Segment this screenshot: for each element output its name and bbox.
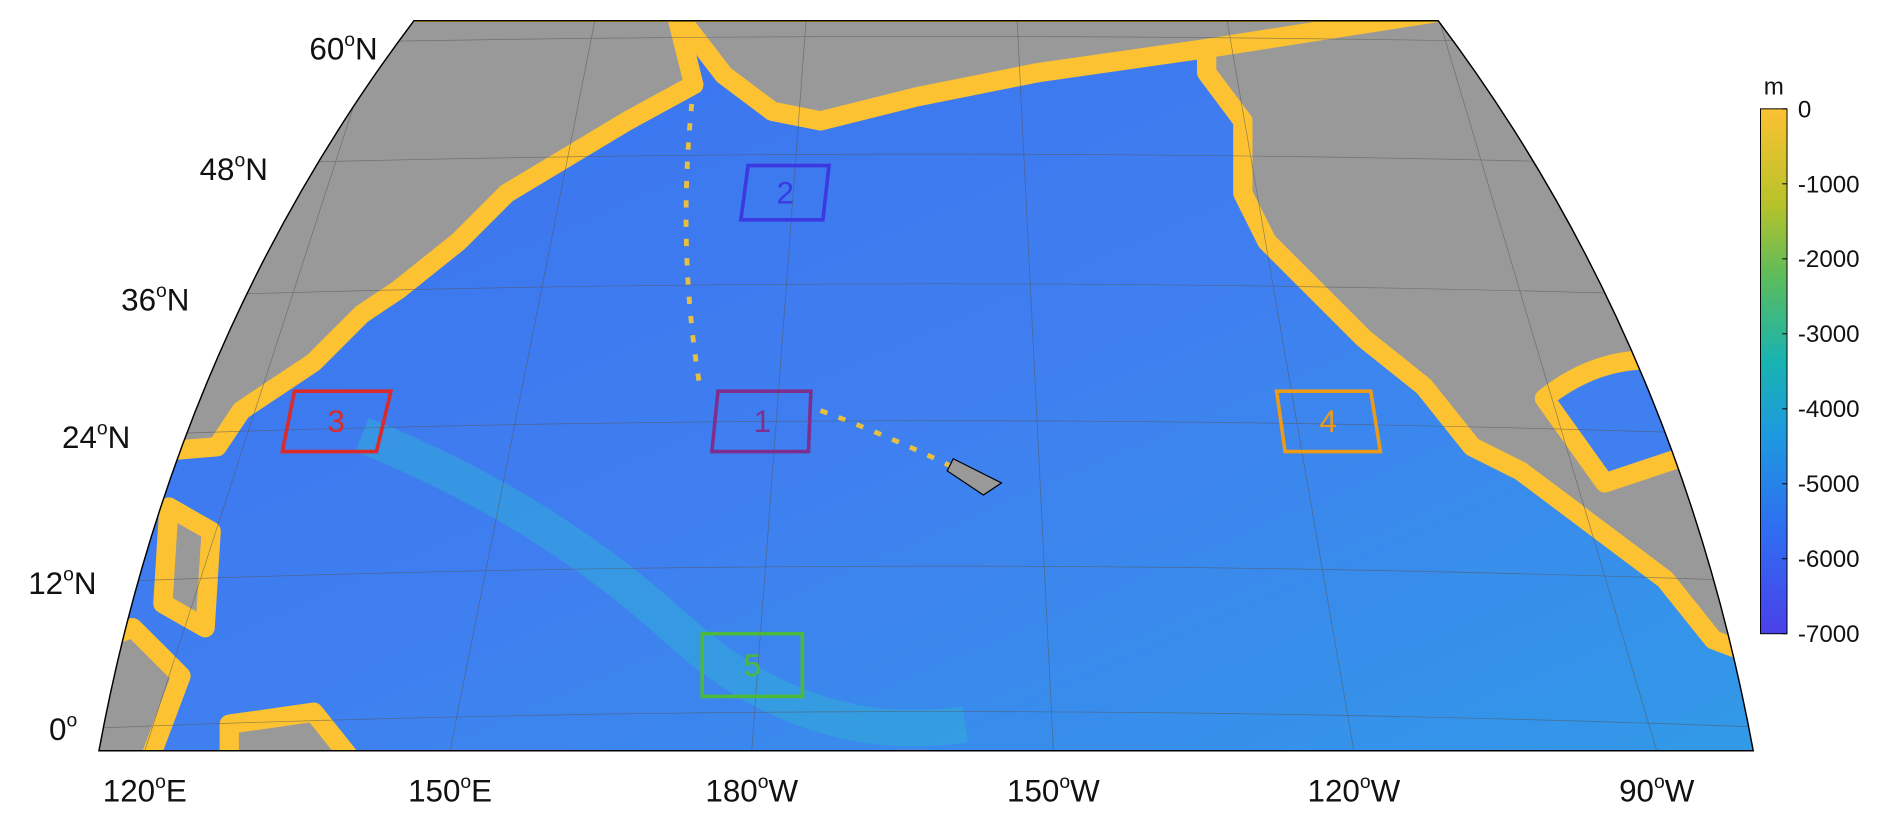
degrees: 180	[705, 773, 757, 808]
colorbar-tick-label: 0	[1798, 96, 1811, 123]
coordinate-label: 24oN	[62, 419, 130, 455]
degrees: 24	[62, 420, 97, 455]
hemisphere: N	[74, 566, 97, 601]
hemisphere: N	[355, 31, 378, 66]
ridge	[355, 417, 969, 747]
degrees: 36	[121, 282, 156, 317]
degrees: 48	[200, 152, 235, 187]
colorbar	[1759, 108, 1788, 635]
degree-sign: o	[460, 772, 471, 793]
region-label: 4	[1319, 404, 1336, 439]
hemisphere: E	[166, 773, 187, 808]
region-label: 1	[754, 404, 771, 439]
colorbar-tick-label: -4000	[1798, 396, 1860, 423]
hawaii	[946, 457, 1003, 496]
degrees: 120	[1308, 773, 1360, 808]
hemisphere: W	[1665, 773, 1695, 808]
hemisphere: E	[471, 773, 492, 808]
hemisphere: W	[1371, 773, 1401, 808]
colorbar-tick-label: -3000	[1798, 321, 1860, 348]
degree-sign: o	[66, 711, 77, 732]
hemisphere: N	[245, 152, 268, 187]
region-label: 3	[327, 404, 344, 439]
coordinate-label: 120oW	[1308, 772, 1401, 808]
coordinate-label: 12oN	[28, 565, 96, 601]
colorbar-tick-label: -6000	[1798, 546, 1860, 573]
degree-sign: o	[1059, 772, 1070, 793]
degrees: 120	[103, 773, 155, 808]
degree-sign: o	[758, 772, 769, 793]
degree-sign: o	[63, 565, 74, 586]
colorbar-tick-label: -5000	[1798, 471, 1860, 498]
coordinate-label: 150oW	[1007, 772, 1100, 808]
degree-sign: o	[1360, 772, 1371, 793]
hemisphere: W	[768, 773, 798, 808]
coordinate-label: 90oW	[1619, 772, 1695, 808]
degrees: 150	[408, 773, 460, 808]
region-box	[709, 389, 813, 454]
degrees: 150	[1007, 773, 1059, 808]
degree-sign: o	[1654, 772, 1665, 793]
coordinate-label: 180oW	[705, 772, 798, 808]
colorbar-label: m	[1764, 73, 1784, 100]
region-label: 2	[776, 176, 793, 211]
coordinate-label: 48oN	[200, 151, 268, 187]
colorbar-tick-label: -2000	[1798, 246, 1860, 273]
degree-sign: o	[234, 151, 245, 172]
degree-sign: o	[344, 30, 355, 51]
map-frame	[98, 20, 1755, 752]
coordinate-label: 0o	[49, 711, 77, 747]
hemisphere: W	[1070, 773, 1100, 808]
degrees: 60	[309, 31, 344, 66]
colorbar-tick-label: -1000	[1798, 171, 1860, 198]
region-box	[700, 631, 805, 699]
coordinate-label: 120oE	[103, 772, 187, 808]
region-box	[1274, 389, 1383, 454]
hemisphere: N	[167, 282, 190, 317]
region-label: 5	[744, 648, 761, 683]
degrees: 90	[1619, 773, 1654, 808]
region-box	[738, 163, 831, 222]
degree-sign: o	[156, 281, 167, 302]
degree-sign: o	[155, 772, 166, 793]
hemisphere: N	[108, 420, 131, 455]
degrees: 0	[49, 712, 66, 747]
degrees: 12	[28, 566, 63, 601]
degree-sign: o	[97, 419, 108, 440]
seamounts	[683, 84, 997, 492]
coordinate-label: 60oN	[309, 30, 377, 66]
region-box	[280, 389, 394, 454]
coordinate-label: 36oN	[121, 281, 189, 317]
regions: 1 2 3 4 5	[280, 163, 1383, 699]
coordinate-label: 150oE	[408, 772, 492, 808]
colorbar-tick-label: -7000	[1798, 621, 1860, 648]
